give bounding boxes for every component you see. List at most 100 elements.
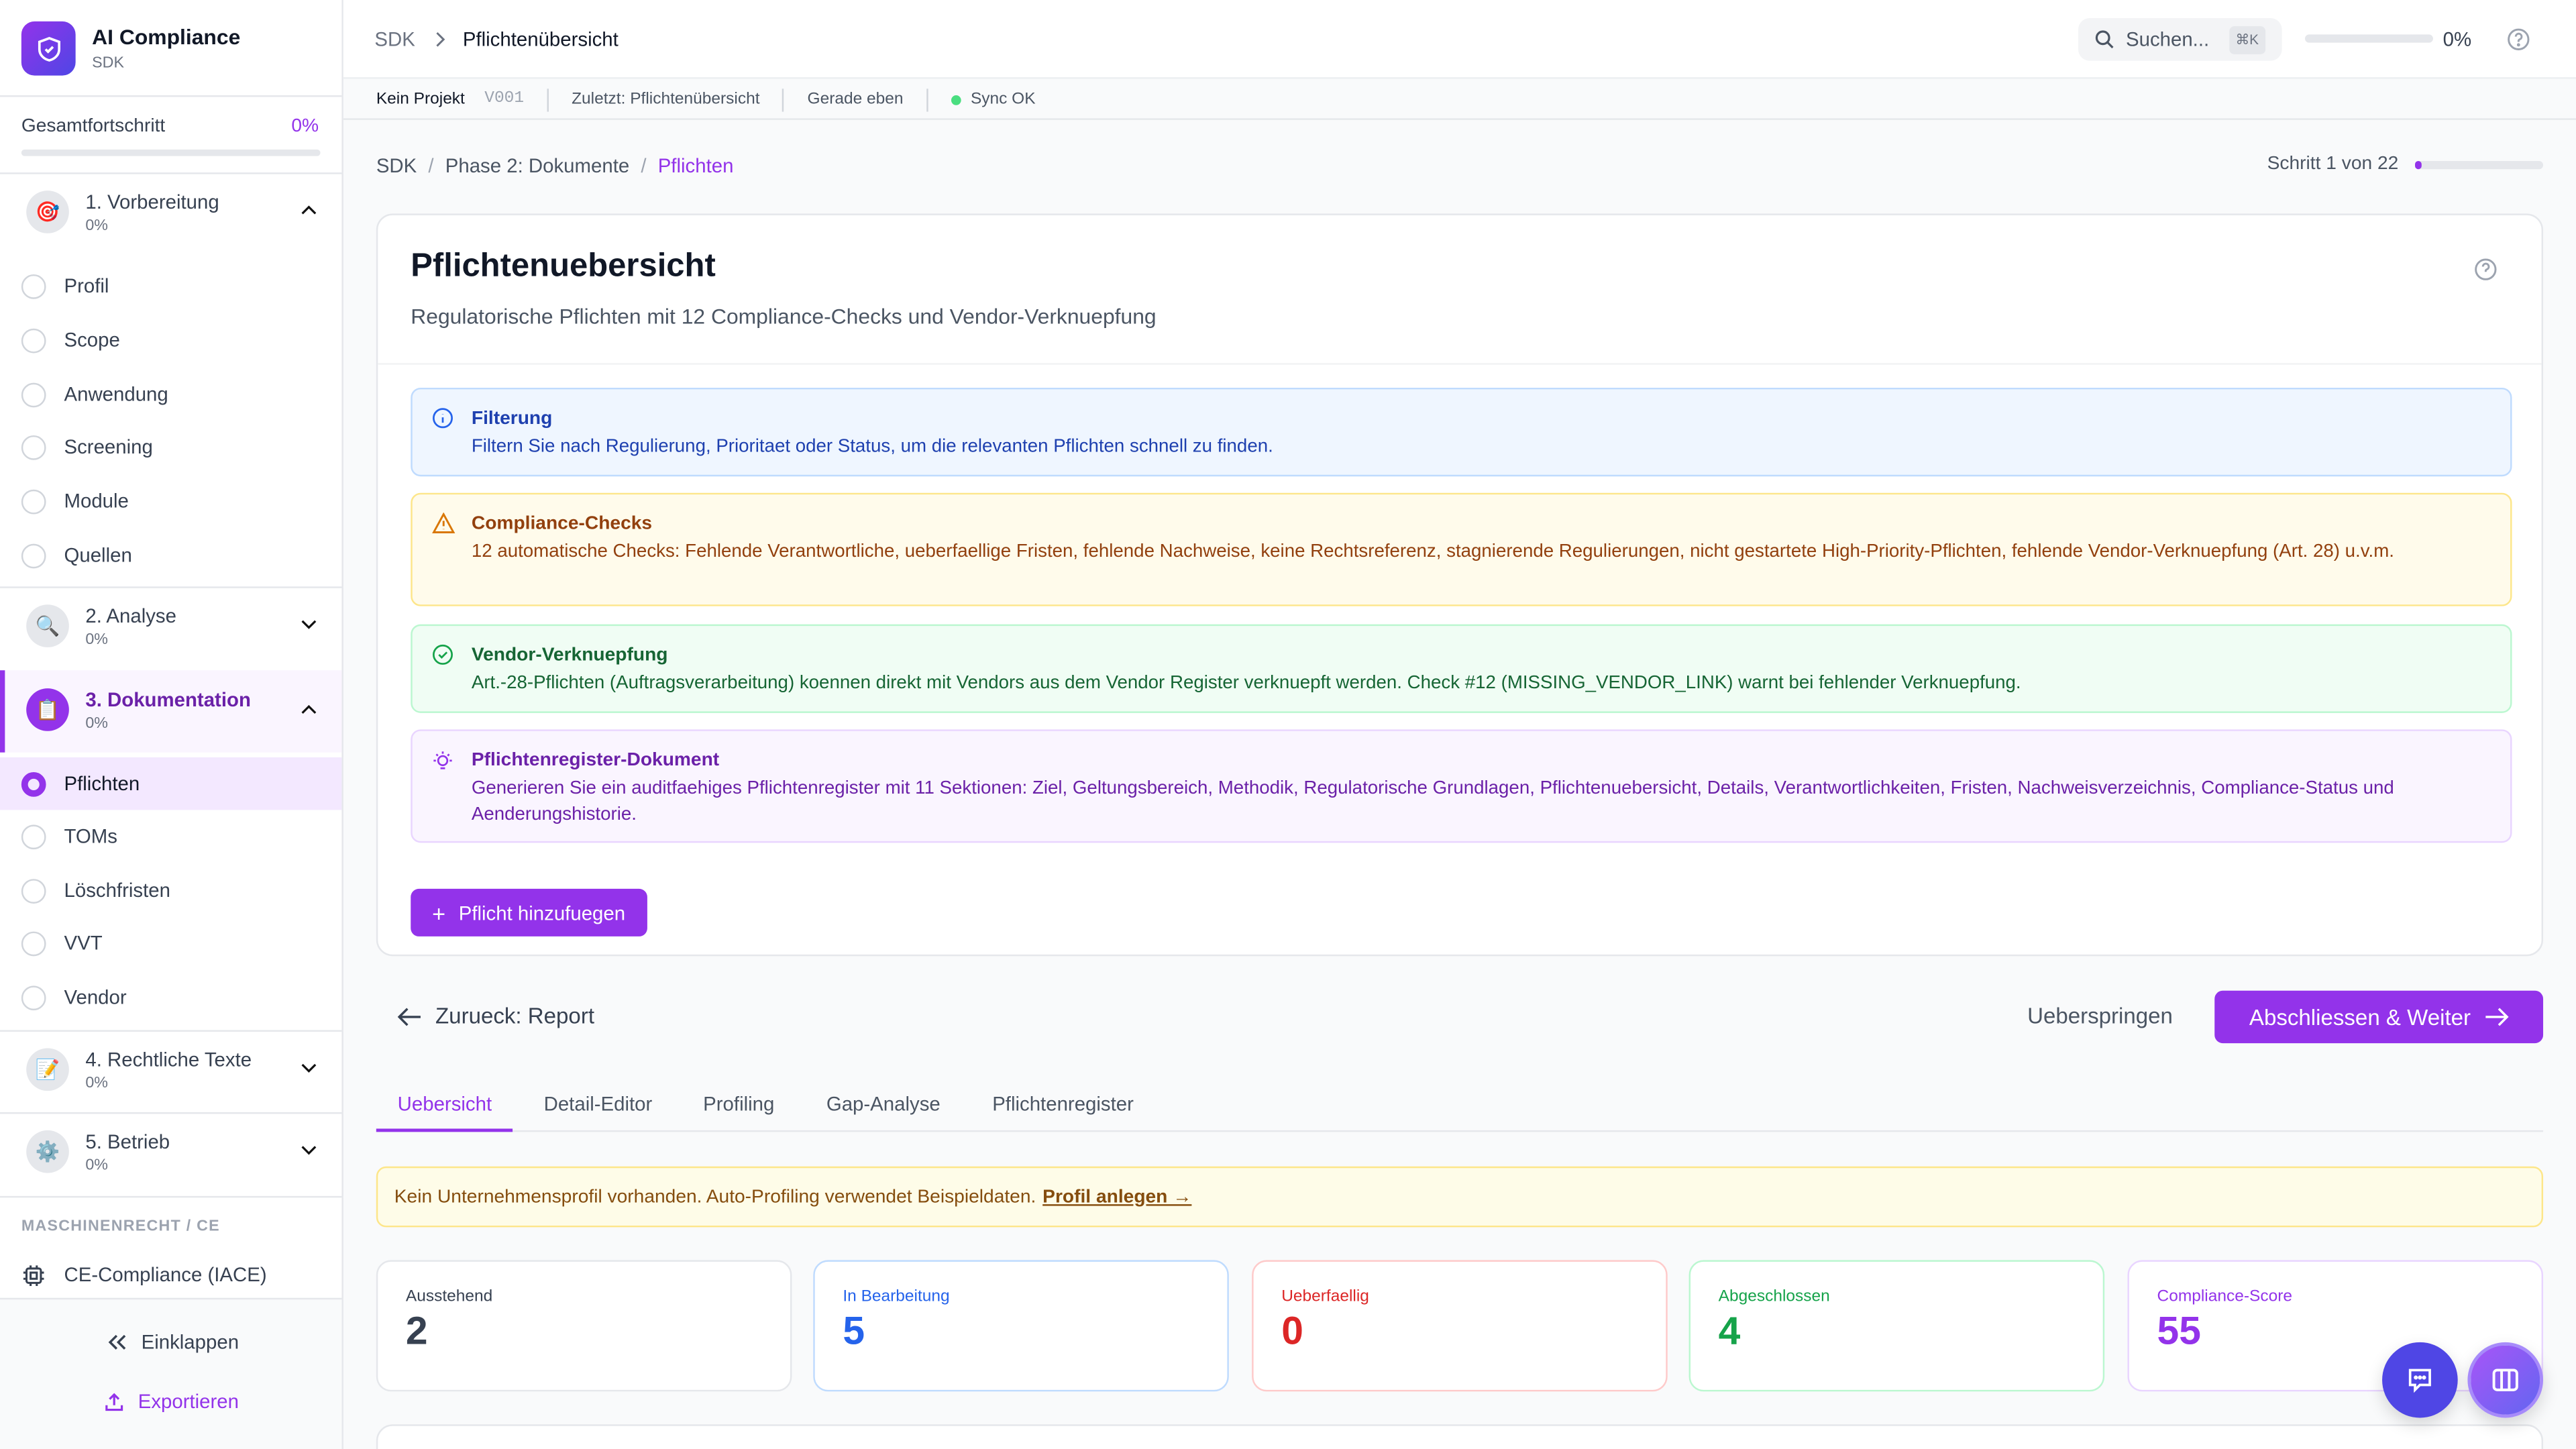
item-label: Anwendung — [64, 382, 168, 406]
alert-title: Filterung — [471, 409, 553, 429]
next-label: Abschliessen & Weiter — [2249, 1004, 2471, 1030]
phase-progress: 0% — [85, 714, 108, 733]
search-placeholder: Suchen... — [2126, 28, 2210, 51]
phase-progress: 0% — [85, 631, 108, 649]
columns-icon — [2492, 1368, 2518, 1391]
tab-detail-editor[interactable]: Detail-Editor — [543, 1092, 653, 1116]
crumb-root[interactable]: SDK — [374, 28, 415, 51]
sidebar-item-module[interactable]: Module — [0, 475, 341, 527]
upload-icon — [105, 1392, 123, 1410]
chevron-down-icon — [301, 1146, 317, 1155]
chat-bubble-icon — [2408, 1368, 2431, 1393]
top-bar: SDK Pflichtenübersicht Suchen... ⌘K 0% — [343, 0, 2576, 79]
collapse-button[interactable]: Einklappen — [105, 1331, 239, 1354]
overall-progress-label: Gesamtfortschritt — [21, 116, 166, 137]
sidebar-item-scope[interactable]: Scope — [0, 314, 341, 366]
status-bar: Kein Projekt V001 Zuletzt: Pflichtenüber… — [343, 80, 2576, 120]
back-button[interactable]: Zurueck: Report — [397, 1004, 595, 1029]
next-card — [376, 1424, 2544, 1449]
sync-status: Sync OK — [970, 90, 1036, 109]
stat-card-compliance-score: Compliance-Score 55 — [2127, 1260, 2544, 1392]
top-progress-bar — [2304, 34, 2433, 43]
phase-vorbereitung[interactable]: 🎯 1. Vorbereitung 0% — [0, 177, 341, 250]
chevron-down-icon — [301, 1063, 317, 1073]
phase-dokumentation[interactable]: 📋 3. Dokumentation 0% — [0, 670, 342, 753]
tip-alert: Pflichtenregister-Dokument Generieren Sie… — [411, 729, 2512, 843]
skip-button[interactable]: Ueberspringen — [2027, 1004, 2173, 1029]
circle-icon — [21, 930, 46, 956]
check-circle-icon — [432, 644, 453, 665]
sidebar-item-vvt[interactable]: VVT — [0, 917, 341, 969]
circle-icon — [21, 985, 46, 1010]
sidebar-item-profil[interactable]: Profil — [0, 260, 341, 312]
sidebar-item-quellen[interactable]: Quellen — [0, 529, 341, 582]
stat-card-completed: Abgeschlossen 4 — [1688, 1260, 2105, 1392]
alert-title: Pflichtenregister-Dokument — [471, 751, 720, 771]
tab-profiling[interactable]: Profiling — [703, 1092, 775, 1116]
tab-uebersicht[interactable]: Uebersicht — [376, 1084, 513, 1132]
add-obligation-button[interactable]: + Pflicht hinzufuegen — [411, 888, 647, 936]
alert-title: Compliance-Checks — [471, 514, 653, 534]
step-progress-fill — [2415, 161, 2421, 170]
stat-label: In Bearbeitung — [843, 1288, 950, 1306]
gear-icon: ⚙️ — [26, 1130, 69, 1173]
item-label: Löschfristen — [64, 879, 170, 902]
tab-gap-analyse[interactable]: Gap-Analyse — [826, 1092, 941, 1116]
stat-card-in-progress: In Bearbeitung 5 — [813, 1260, 1229, 1392]
item-label: Module — [64, 489, 129, 513]
item-label: VVT — [64, 931, 103, 955]
sidebar-item-pflichten[interactable]: Pflichten — [0, 757, 342, 810]
export-button[interactable]: Exportieren — [103, 1390, 239, 1413]
magnifier-icon: 🔍 — [26, 604, 69, 647]
columns-button[interactable] — [2467, 1342, 2544, 1418]
overall-progress-bar — [21, 149, 321, 156]
crumb-phase[interactable]: Phase 2: Dokumente — [445, 154, 630, 178]
tab-pflichtenregister[interactable]: Pflichtenregister — [992, 1092, 1134, 1116]
sidebar: AI Compliance SDK Gesamtfortschritt 0% 🎯… — [0, 0, 343, 1449]
circle-icon — [21, 434, 46, 460]
chat-button[interactable] — [2382, 1342, 2458, 1418]
sidebar-item-vendor[interactable]: Vendor — [0, 971, 341, 1023]
item-label: Quellen — [64, 543, 132, 567]
create-profile-link[interactable]: Profil anlegen → — [1042, 1187, 1192, 1207]
stat-label: Ausstehend — [405, 1288, 493, 1306]
project-name: Kein Projekt — [376, 90, 465, 109]
sidebar-item-anwendung[interactable]: Anwendung — [0, 368, 341, 421]
overall-progress-value: 0% — [291, 116, 319, 137]
sync-dot-icon — [951, 94, 961, 105]
sidebar-item-toms[interactable]: TOMs — [0, 810, 341, 862]
chevron-up-icon — [301, 205, 317, 215]
sidebar-item-ce-compliance[interactable]: CE-Compliance (IACE) — [0, 1248, 341, 1301]
item-label: TOMs — [64, 824, 117, 848]
phase-title: 5. Betrieb — [85, 1130, 170, 1154]
crumb-sdk[interactable]: SDK — [376, 154, 417, 178]
stat-label: Compliance-Score — [2157, 1288, 2293, 1306]
chevrons-left-icon — [108, 1334, 126, 1350]
banner-text: Kein Unternehmensprofil vorhanden. Auto-… — [394, 1187, 1036, 1207]
search-input[interactable]: Suchen... ⌘K — [2078, 17, 2282, 61]
step-progress-bar — [2415, 161, 2544, 170]
plus-icon: + — [432, 899, 446, 926]
phase-analyse[interactable]: 🔍 2. Analyse 0% — [0, 592, 341, 664]
phase-title: 1. Vorbereitung — [85, 191, 219, 214]
phase-rechtliche-texte[interactable]: 📝 4. Rechtliche Texte 0% — [0, 1035, 341, 1108]
lightbulb-icon — [433, 751, 452, 769]
sidebar-item-screening[interactable]: Screening — [0, 421, 341, 473]
help-icon[interactable] — [2507, 28, 2530, 51]
stat-value: 55 — [2157, 1309, 2201, 1354]
alert-title: Vendor-Verknuepfung — [471, 645, 668, 665]
sidebar-item-loeschfristen[interactable]: Löschfristen — [0, 864, 341, 916]
last-visited: Zuletzt: Pflichtenübersicht — [572, 90, 760, 109]
item-label: Scope — [64, 328, 120, 352]
shield-logo-icon — [21, 21, 76, 76]
complete-next-button[interactable]: Abschliessen & Weiter — [2214, 990, 2544, 1044]
export-label: Exportieren — [138, 1389, 239, 1413]
phase-title: 2. Analyse — [85, 604, 176, 628]
phase-title: 4. Rechtliche Texte — [85, 1048, 252, 1071]
stat-value: 5 — [843, 1309, 865, 1354]
phase-betrieb[interactable]: ⚙️ 5. Betrieb 0% — [0, 1117, 341, 1189]
help-icon[interactable] — [2474, 258, 2497, 280]
stat-value: 2 — [405, 1309, 428, 1354]
add-button-label: Pflicht hinzufuegen — [458, 901, 626, 924]
back-label: Zurueck: Report — [435, 1004, 595, 1029]
